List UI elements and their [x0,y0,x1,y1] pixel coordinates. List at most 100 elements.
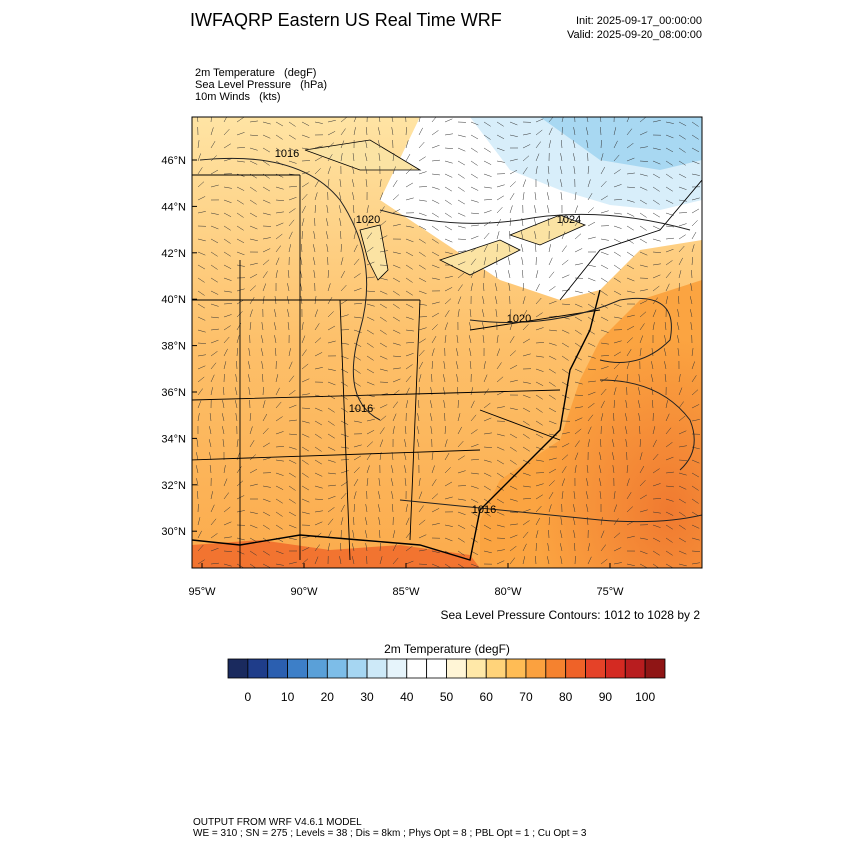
wind-barb [262,237,271,240]
wind-barb [262,283,267,292]
wind-barb [665,283,670,292]
wind-barb [496,195,504,201]
wind-barb [249,511,258,514]
wind-barb [314,323,320,331]
wind-barb [405,545,413,552]
wind-barb [626,172,635,175]
wind-barb [431,493,439,500]
wind-barb [405,264,413,270]
wind-barb [548,286,556,292]
wind-barb [443,400,446,409]
wind-barb [600,355,609,357]
wind-barb [339,179,342,188]
wind-barb [392,316,400,322]
wind-barb [535,355,544,358]
wind-barb [665,237,674,240]
wind-barb [548,407,557,413]
wind-barb [470,258,477,266]
wind-barb [573,504,576,513]
wind-barb [353,273,361,279]
wind-barb [561,368,569,374]
wind-barb [483,524,492,530]
wind-barb [457,134,466,138]
map-axes: 46°N 44°N 42°N 40°N 38°N 36°N 34°N 32°N 30°N 95°W… [161,148,624,598]
wind-barb [652,285,660,292]
wind-barb [600,181,607,188]
wind-barb [352,556,355,565]
wind-barb [613,184,622,188]
wind-barb [249,524,258,529]
wind-barb [483,134,491,140]
wind-barb [574,465,577,474]
wind-barb [210,303,219,307]
colorbar-label: 20 [321,690,335,704]
wind-barb [405,127,407,136]
wind-barb [624,413,628,422]
wind-barb [599,491,602,500]
wind-barb [327,459,336,463]
wind-barb [223,361,227,370]
wind-barb [483,173,492,177]
wind-barb [353,478,359,487]
wind-barb [274,335,277,344]
wind-barb [377,127,381,136]
wind-barb [236,288,245,292]
wind-barb [301,420,310,424]
wind-barb [223,212,232,217]
wind-barb [301,205,306,214]
wind-barb [418,199,427,202]
wind-barb [457,212,466,217]
wind-barb [431,335,437,344]
wind-barb [405,182,414,188]
wind-barb [353,420,362,423]
wind-barb [483,498,491,504]
wind-barb [327,420,335,426]
wind-barb [301,244,303,253]
wind-barb [561,329,570,334]
wind-barb [327,381,336,386]
wind-barb [691,498,699,504]
wind-barb [444,199,452,205]
wind-barb [443,361,446,370]
wind-barb [353,316,362,319]
wind-barb [431,117,437,123]
wind-barb [443,374,446,383]
colorbar-box [326,658,348,679]
wind-barb [340,314,349,318]
wind-barb [262,442,270,448]
wind-barb [197,290,205,296]
wind-barb [391,491,394,500]
wind-barb [599,452,602,461]
wind-barb [418,519,426,526]
wind-barb [392,413,397,422]
wind-barb [639,509,648,513]
wind-barb [676,322,680,331]
wind-barb [210,277,218,283]
wind-barb [431,199,440,204]
wind-barb [548,315,557,318]
wind-barb [288,561,297,565]
wind-barb [392,264,401,269]
wind-barb [561,466,567,474]
wind-barb [340,140,345,149]
wind-barb [574,368,583,373]
wind-barb [288,433,297,436]
wind-barb [574,192,577,201]
wind-barb [587,355,596,359]
wind-barb [483,160,492,165]
wind-barb [587,193,593,201]
colorbar-box [346,658,368,679]
wind-barb [210,225,219,230]
wind-barb [418,374,422,383]
wind-barb [522,144,531,149]
wind-barb [457,455,465,461]
wind-barb [418,212,427,216]
wind-barb [665,511,674,516]
wind-barb [612,465,615,474]
wind-barb [496,459,505,465]
wind-barb [352,205,355,214]
wind-barb [470,472,479,475]
wind-barb [210,562,219,565]
wind-barb [353,342,362,347]
wind-barb [418,327,427,331]
